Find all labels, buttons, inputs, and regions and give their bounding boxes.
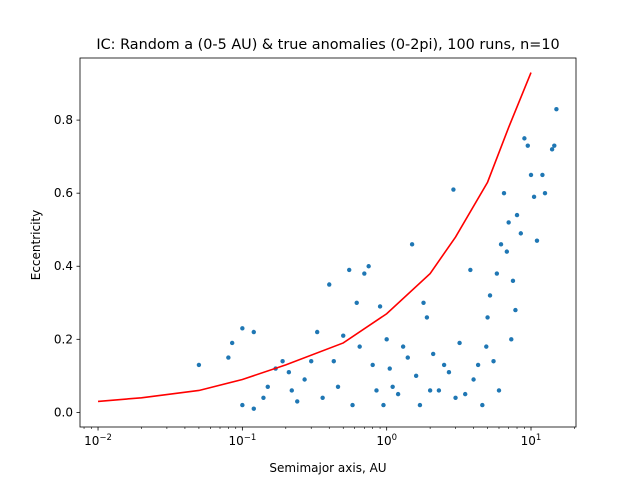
scatter-point (320, 395, 325, 400)
scatter-point (366, 264, 371, 269)
scatter-point (314, 329, 320, 335)
scatter-point (387, 366, 392, 371)
scatter-point (400, 344, 406, 349)
scatter-point (350, 402, 355, 408)
scatter-point (436, 388, 442, 393)
y-tick-label: 0.6 (54, 186, 73, 200)
scatter-point (485, 315, 490, 320)
scatter-point (552, 143, 557, 148)
scatter-point (413, 373, 419, 379)
scatter-point (506, 220, 511, 225)
scatter-point (335, 384, 341, 390)
scatter-point (251, 406, 256, 411)
scatter-point (309, 359, 314, 364)
scatter-point (377, 304, 383, 309)
scatter-point (289, 388, 294, 393)
scatter-point (513, 307, 518, 313)
y-axis-label: Eccentricity (29, 210, 43, 280)
scatter-point (286, 370, 292, 375)
scatter-point (409, 242, 415, 247)
scatter-point (427, 388, 433, 393)
scatter-point (531, 194, 537, 200)
scatter-point (196, 362, 202, 368)
scatter-point (240, 402, 245, 408)
y-tick-label: 0.2 (54, 332, 73, 346)
scatter-point (446, 370, 452, 375)
scatter-point (463, 391, 468, 397)
scatter-point (381, 402, 386, 408)
scatter-point (554, 106, 559, 112)
scatter-point (487, 293, 493, 298)
scatter-point (480, 402, 485, 408)
scatter-point (370, 362, 375, 368)
scatter-point (417, 402, 423, 408)
scatter-point (261, 395, 266, 400)
scatter-point (494, 271, 500, 276)
scatter-point (510, 278, 516, 284)
scatter-point (341, 333, 346, 338)
scatter-point (518, 231, 524, 236)
scatter-point (357, 344, 362, 349)
axes-frame (79, 57, 577, 428)
y-tick-label: 0.8 (54, 113, 73, 127)
chart-title: IC: Random a (0-5 AU) & true anomalies (… (96, 37, 559, 53)
scatter-point (384, 337, 389, 342)
plot-area (97, 72, 559, 411)
scatter-point (405, 355, 410, 360)
scatter-point (265, 384, 270, 390)
scatter-point (251, 329, 256, 335)
x-tick-label: 100 (376, 433, 397, 448)
scatter-point (514, 212, 520, 218)
scatter-point (504, 249, 510, 254)
x-tick-label: 101 (521, 433, 542, 448)
scatter-point (424, 315, 430, 320)
x-tick-label: 10−2 (84, 433, 112, 448)
scatter-point (468, 267, 473, 273)
scatter-point (549, 147, 555, 152)
scatter-point (421, 300, 426, 305)
scatter-point (475, 362, 481, 368)
scatter-point (509, 337, 514, 342)
scatter-point (451, 187, 456, 192)
scatter-point (484, 344, 489, 349)
scatter-point (525, 143, 530, 148)
scatter-point (542, 190, 548, 196)
y-tick-label: 0.0 (54, 405, 73, 419)
scatter-point (240, 326, 245, 331)
x-axis-label: Semimajor axis, AU (269, 461, 386, 475)
scatter-point (395, 391, 401, 397)
scatter-point (226, 355, 231, 360)
scatter-point (453, 395, 458, 400)
scatter-point (540, 172, 545, 178)
scatter-point (491, 359, 496, 364)
fit-curve-line (97, 72, 532, 403)
scatter-point (441, 362, 447, 368)
scatter-point (280, 359, 285, 364)
scatter-point (347, 267, 352, 273)
scatter-point (528, 172, 534, 178)
x-tick-label: 10−1 (228, 433, 256, 448)
scatter-point (362, 271, 367, 276)
scatter-point (498, 242, 504, 247)
scatter-point (522, 136, 527, 141)
scatter-point (496, 388, 502, 393)
scatter-point (229, 340, 235, 346)
scatter-point (374, 388, 379, 393)
scatter-point (534, 238, 540, 243)
scatter-point (327, 282, 332, 287)
scatter-point (354, 300, 359, 305)
scatter-point (295, 399, 300, 404)
axes: 10−2 10−1 100 101 0.0 0.2 0.4 0.6 0.8 (54, 57, 577, 448)
y-tick-label: 0.4 (54, 259, 73, 273)
scatter-point (457, 340, 462, 346)
scatter-point (471, 377, 476, 382)
scatter-point (302, 377, 307, 382)
data-layer (97, 72, 559, 411)
scatter-point (430, 351, 436, 357)
scatter-point (501, 190, 507, 196)
scatter-point (390, 384, 395, 390)
scatter-point (331, 359, 336, 364)
